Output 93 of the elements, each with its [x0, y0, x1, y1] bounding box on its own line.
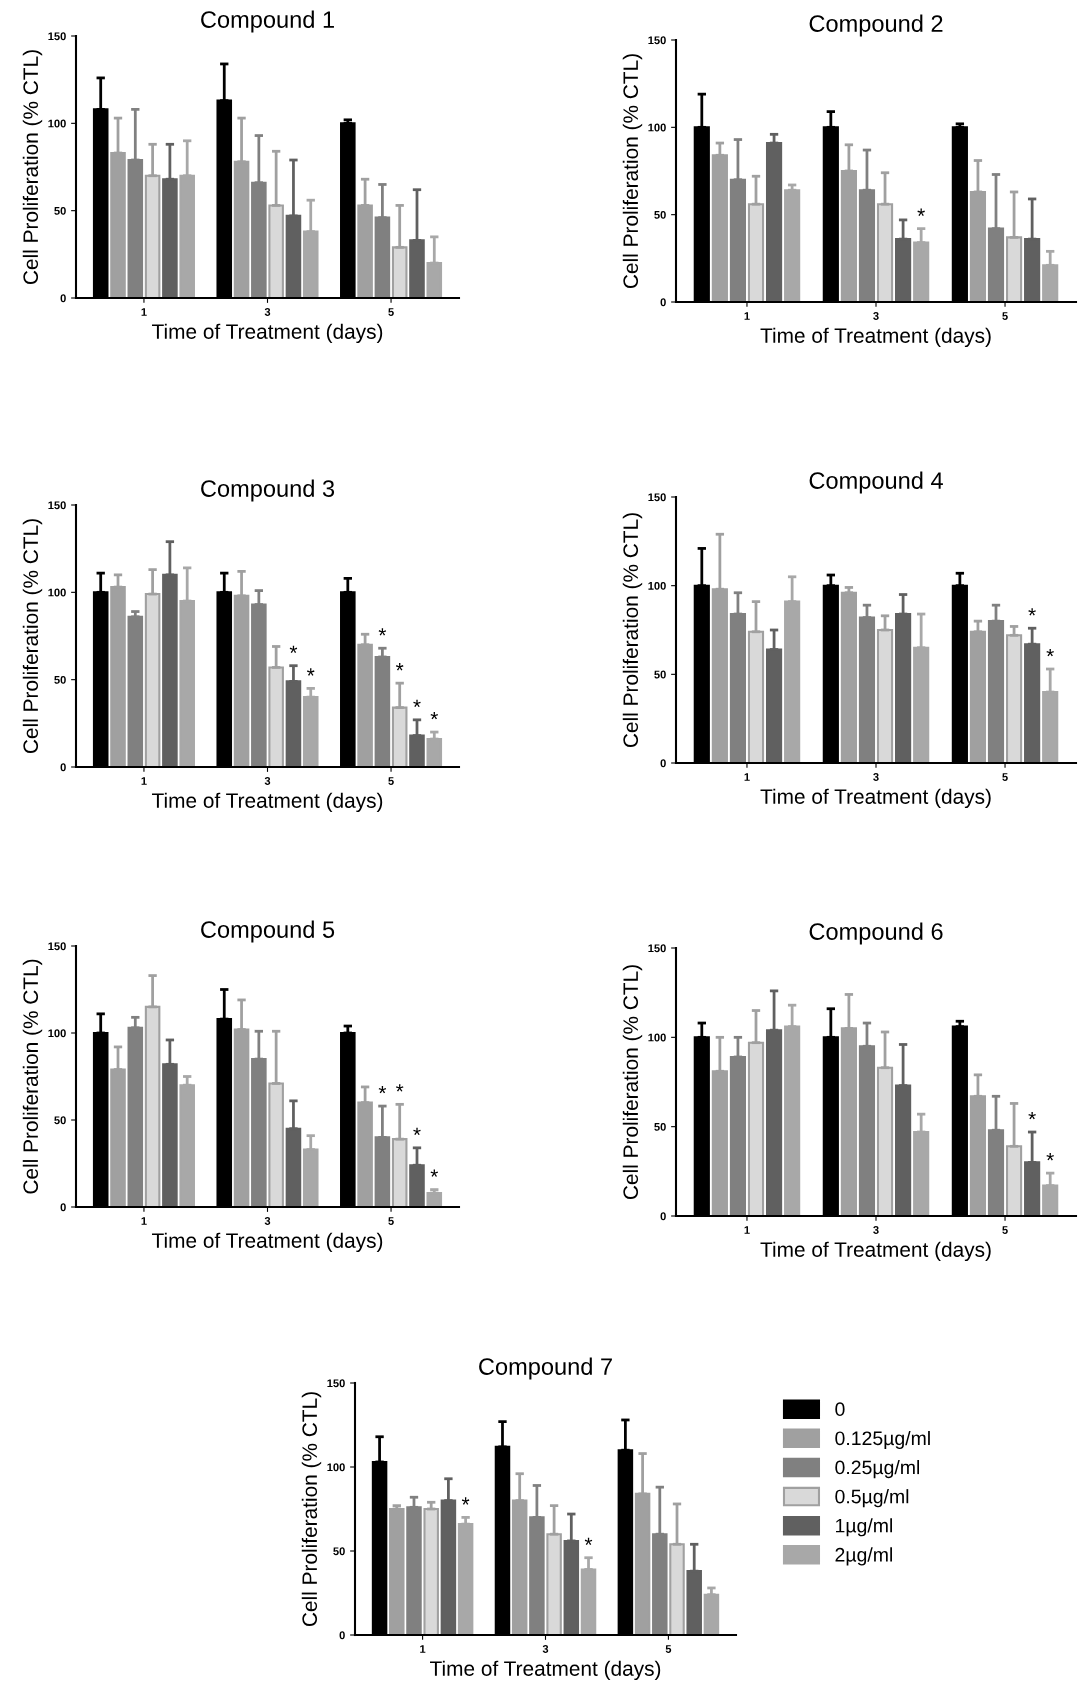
chart-title: Compound 5 [201, 920, 335, 943]
x-axis-title: Time of Treatment (days) [430, 1660, 661, 1681]
chart-title: Compound 3 [201, 479, 335, 502]
legend-label: 0.25µg/ml [835, 1460, 920, 1479]
x-tick-label: 1 [744, 312, 750, 320]
y-tick-label: 100 [48, 119, 66, 128]
x-axis-title: Time of Treatment (days) [152, 1232, 383, 1253]
y-axis-title: Cell Proliferation (% CTL) [22, 50, 43, 285]
x-tick-label: 5 [388, 308, 394, 316]
y-tick-label: 0 [660, 1212, 666, 1221]
y-tick-label: 0 [60, 294, 66, 303]
y-tick-label: 50 [54, 1116, 66, 1125]
y-axis-title: Cell Proliferation (% CTL) [301, 1392, 322, 1627]
legend-label: 0.5µg/ml [835, 1489, 909, 1508]
annotation: * [1028, 1111, 1036, 1120]
annotation: * [395, 663, 404, 671]
annotation: * [413, 1127, 421, 1136]
x-axis-title: Time of Treatment (days) [760, 327, 991, 348]
y-tick-label: 100 [648, 1033, 666, 1042]
chart-title: Compound 4 [809, 471, 943, 494]
annotation: * [917, 208, 925, 216]
x-tick-label: 5 [665, 1645, 672, 1653]
x-tick-label: 3 [542, 1645, 549, 1653]
y-tick-label: 150 [648, 36, 666, 45]
annotation: * [289, 645, 298, 653]
annotation: * [378, 1086, 387, 1094]
y-tick-label: 50 [654, 1122, 666, 1131]
y-tick-label: 100 [48, 588, 66, 597]
annotation: * [1046, 1153, 1054, 1161]
annotation: * [584, 1537, 593, 1545]
y-tick-label: 150 [48, 32, 66, 41]
annotation: * [461, 1497, 470, 1505]
x-tick-label: 1 [420, 1645, 426, 1653]
y-tick-label: 100 [48, 1029, 66, 1038]
y-tick-label: 0 [60, 1203, 66, 1212]
annotation: * [413, 699, 421, 708]
y-tick-label: 150 [48, 501, 66, 510]
y-tick-label: 100 [327, 1463, 345, 1472]
x-tick-label: 3 [873, 773, 879, 781]
annotation: * [378, 628, 387, 636]
legend-label: 1µg/ml [836, 1518, 892, 1537]
y-tick-label: 0 [660, 759, 666, 768]
x-tick-label: 1 [744, 1226, 750, 1234]
chart-title: Compound 7 [479, 1357, 612, 1380]
y-tick-label: 0 [60, 763, 66, 772]
annotation: * [430, 1169, 439, 1177]
chart-title: Compound 1 [201, 10, 334, 33]
y-tick-label: 150 [327, 1379, 345, 1388]
legend-label: 2µg/ml [835, 1547, 892, 1566]
y-tick-label: 100 [648, 581, 666, 590]
x-tick-label: 5 [1002, 1226, 1008, 1234]
x-axis-title: Time of Treatment (days) [152, 323, 383, 344]
x-tick-label: 3 [264, 777, 271, 785]
x-tick-label: 1 [141, 1217, 147, 1225]
x-tick-label: 3 [873, 1226, 879, 1234]
x-tick-label: 3 [264, 308, 271, 316]
x-tick-label: 5 [1002, 312, 1008, 320]
y-tick-label: 0 [660, 298, 666, 307]
y-axis-title: Cell Proliferation (% CTL) [22, 519, 43, 754]
y-tick-label: 0 [339, 1631, 345, 1640]
x-axis-title: Time of Treatment (days) [760, 788, 991, 809]
x-tick-label: 3 [873, 312, 879, 320]
annotation: * [430, 712, 439, 720]
y-axis-title: Cell Proliferation (% CTL) [622, 513, 643, 748]
y-axis-title: Cell Proliferation (% CTL) [22, 959, 43, 1194]
chart-title: Compound 2 [809, 14, 943, 37]
y-tick-label: 150 [48, 942, 66, 951]
chart-title: Compound 6 [809, 922, 943, 945]
annotation: * [1028, 608, 1036, 616]
x-axis-title: Time of Treatment (days) [152, 792, 383, 813]
annotation: * [1046, 648, 1054, 657]
y-tick-label: 150 [648, 944, 666, 953]
y-tick-label: 50 [654, 210, 666, 219]
x-tick-label: 3 [264, 1217, 271, 1225]
annotation: * [395, 1084, 404, 1092]
x-tick-label: 5 [388, 777, 394, 785]
x-tick-label: 5 [1002, 773, 1008, 781]
y-tick-label: 50 [54, 675, 66, 684]
x-tick-label: 1 [744, 773, 750, 781]
legend-label: 0.125µg/ml [835, 1430, 930, 1450]
y-axis-title: Cell Proliferation (% CTL) [622, 54, 643, 289]
x-tick-label: 1 [141, 777, 147, 785]
x-tick-label: 5 [388, 1217, 394, 1225]
y-tick-label: 50 [654, 670, 666, 679]
x-tick-label: 1 [141, 308, 147, 316]
y-tick-label: 50 [333, 1547, 345, 1556]
y-tick-label: 100 [648, 123, 666, 132]
y-axis-title: Cell Proliferation (% CTL) [622, 965, 643, 1200]
x-axis-title: Time of Treatment (days) [760, 1241, 991, 1262]
annotation: * [307, 668, 315, 676]
legend-label: 0 [835, 1402, 845, 1417]
y-tick-label: 50 [54, 206, 66, 215]
y-tick-label: 150 [648, 493, 666, 502]
